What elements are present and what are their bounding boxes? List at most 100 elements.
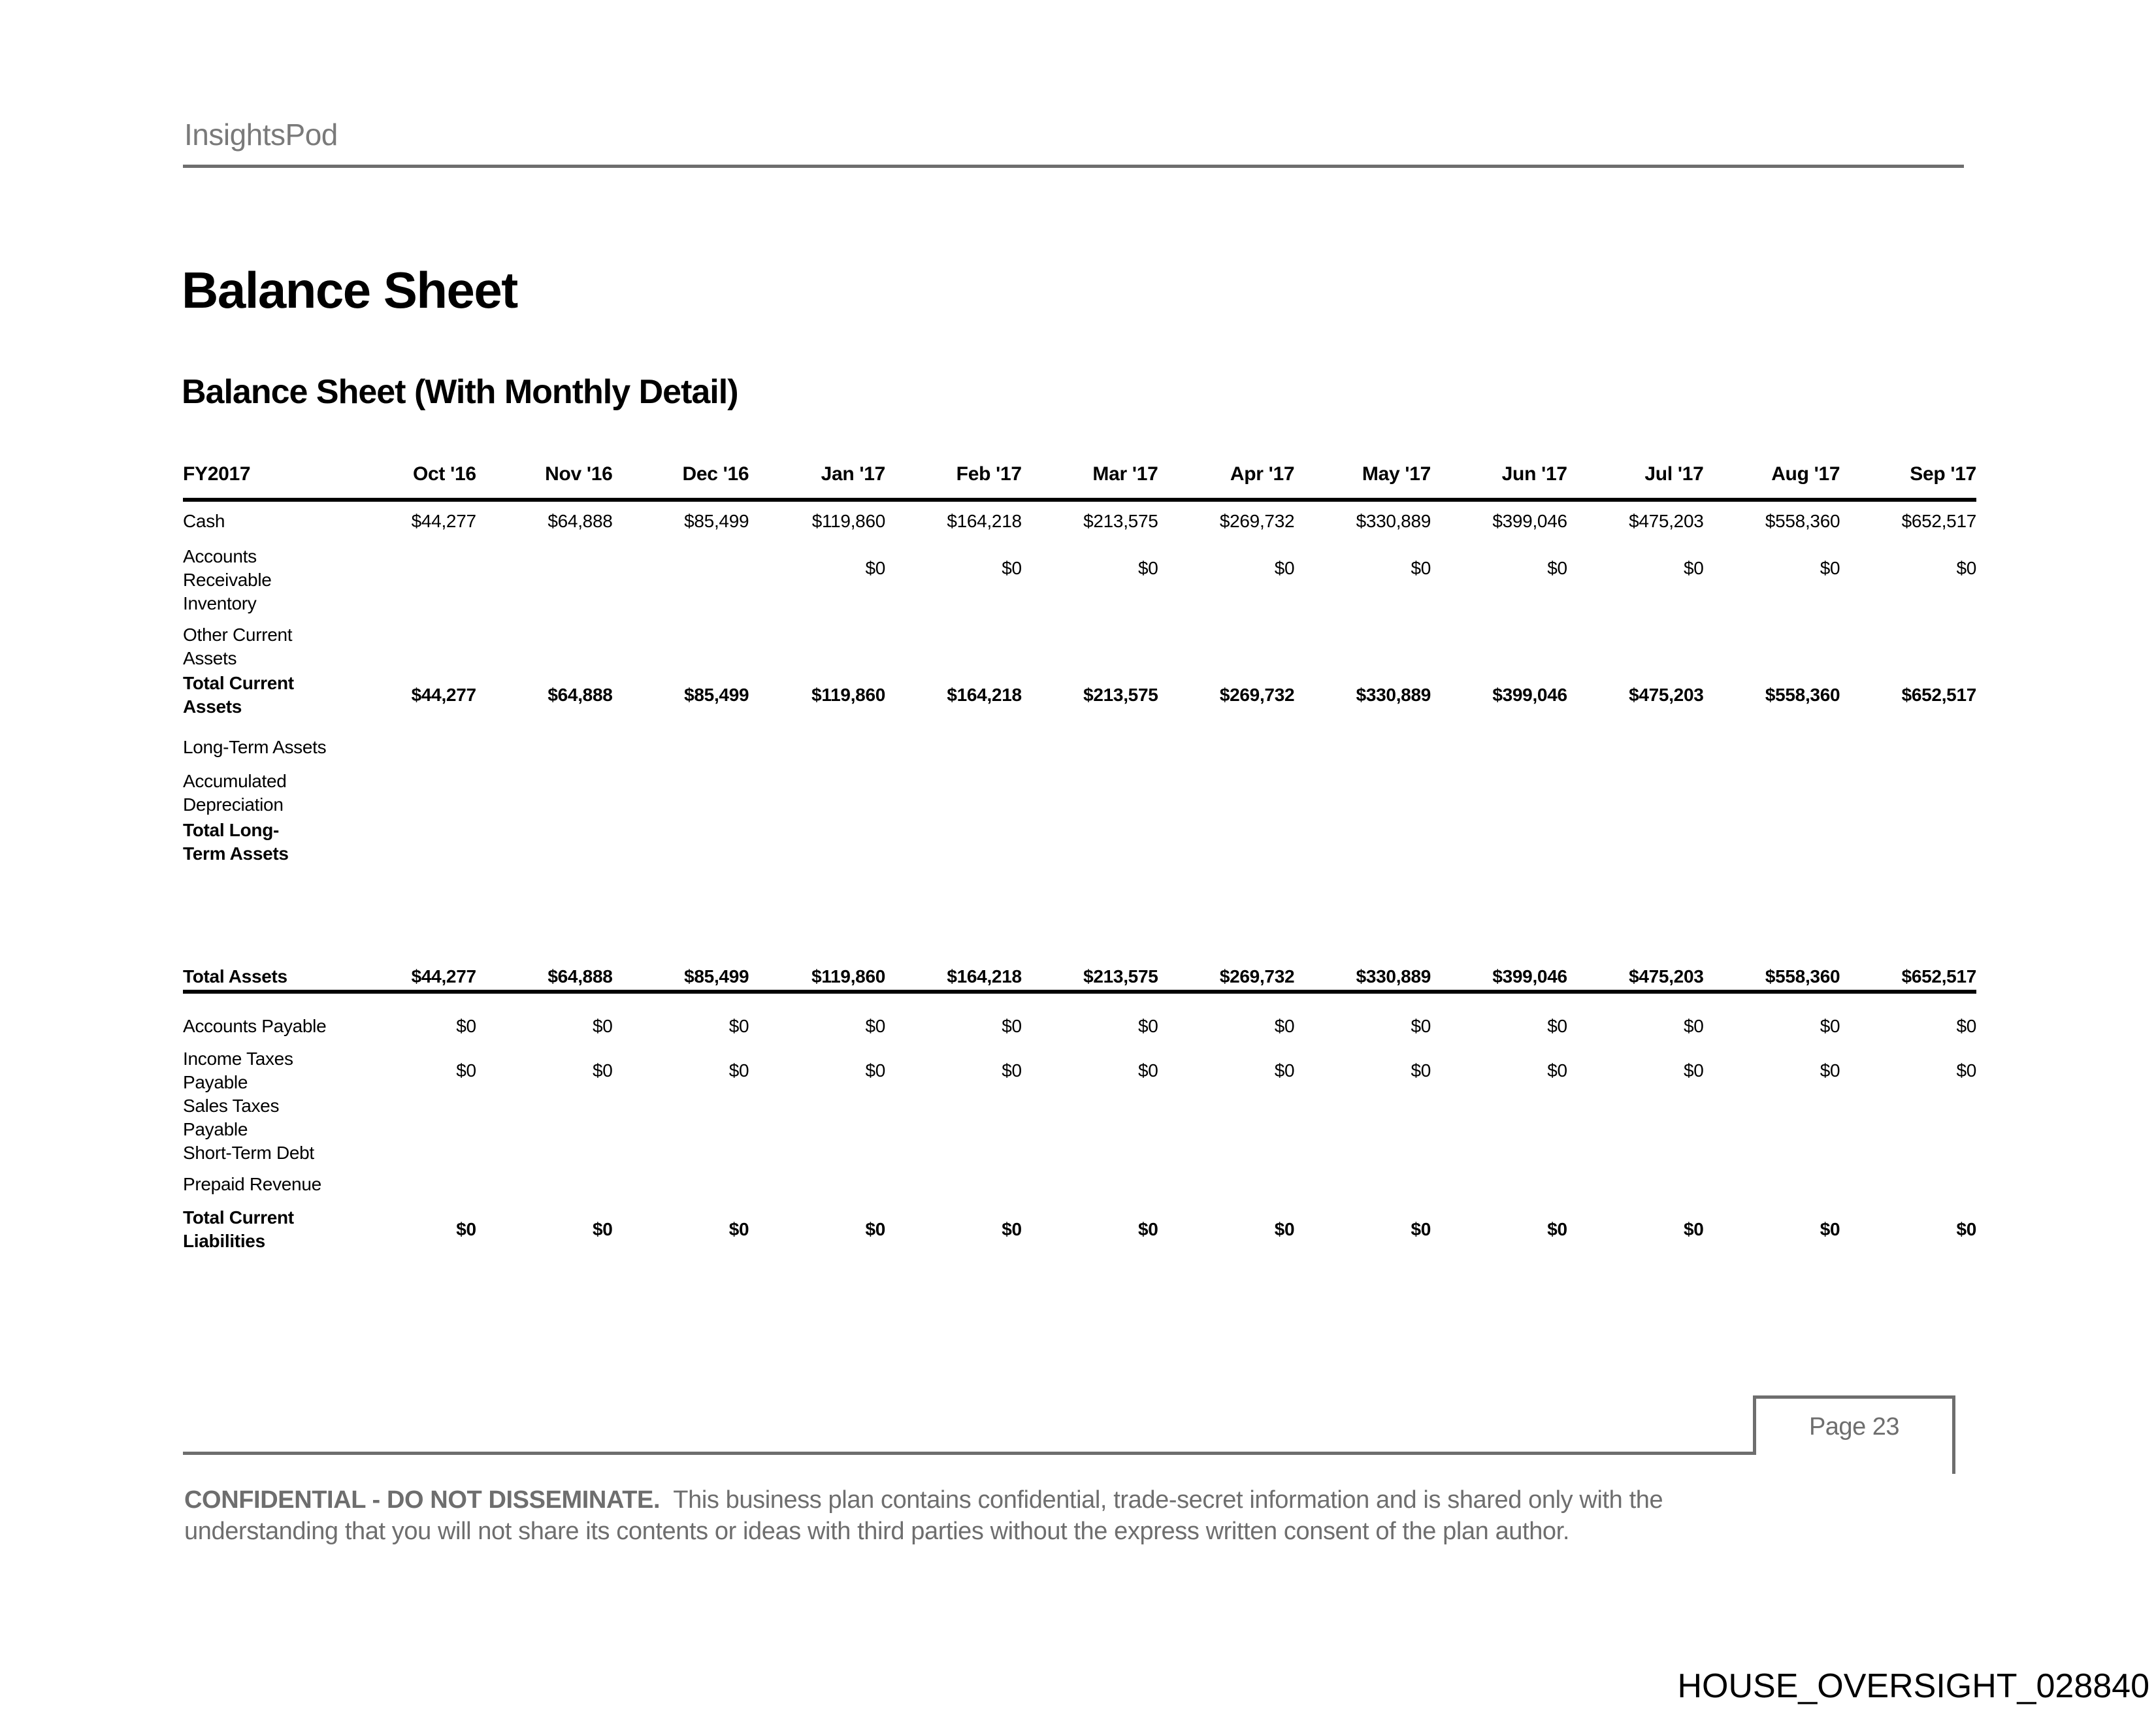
cell-value bbox=[1567, 1171, 1704, 1204]
cell-value: $269,732 bbox=[1158, 964, 1295, 994]
row-label: Total Current Liabilities bbox=[183, 1207, 294, 1251]
cell-value bbox=[1704, 1094, 1840, 1141]
table-header-row: FY2017 Oct '16 Nov '16 Dec '16 Jan '17 Feb '… bbox=[183, 459, 1976, 502]
cell-value bbox=[340, 622, 476, 670]
cell-value: $0 bbox=[1274, 558, 1295, 578]
cell-value: $0 bbox=[1820, 1219, 1840, 1239]
month-column-header: Dec '16 bbox=[612, 459, 749, 502]
cell-value bbox=[1431, 734, 1567, 768]
cell-value bbox=[1294, 817, 1431, 866]
cell-value: $0 bbox=[1956, 558, 1976, 578]
cell-value bbox=[885, 768, 1022, 817]
cell-value: $330,889 bbox=[1294, 964, 1431, 994]
brand-logo-text: InsightsPod bbox=[184, 118, 338, 152]
cell-value: $0 bbox=[1820, 558, 1840, 578]
cell-value bbox=[749, 622, 885, 670]
cell-value bbox=[476, 542, 613, 592]
month-column-header: Mar '17 bbox=[1021, 459, 1158, 502]
cell-value: $0 bbox=[1683, 1219, 1704, 1239]
cell-value: $0 bbox=[1002, 1016, 1022, 1036]
cell-value bbox=[1294, 1141, 1431, 1171]
cell-value bbox=[1294, 622, 1431, 670]
cell-value bbox=[1567, 734, 1704, 768]
confidential-notice-line2: understanding that you will not share it… bbox=[184, 1518, 1569, 1545]
row-label: Sales Taxes Payable bbox=[183, 1096, 280, 1139]
cell-value: $0 bbox=[1411, 1016, 1431, 1036]
cell-value: $0 bbox=[456, 1219, 476, 1239]
month-column-header: Jun '17 bbox=[1431, 459, 1567, 502]
month-column-header: Sep '17 bbox=[1840, 459, 1976, 502]
cell-value: $558,360 bbox=[1703, 964, 1840, 994]
row-label: Total Assets bbox=[183, 964, 340, 994]
cell-value: $399,046 bbox=[1431, 964, 1567, 994]
cell-value: $0 bbox=[456, 1060, 476, 1081]
cell-value bbox=[340, 592, 476, 622]
cell-value bbox=[1704, 622, 1840, 670]
row-label: Income Taxes Payable bbox=[183, 1049, 293, 1092]
cell-value: $213,575 bbox=[1083, 685, 1158, 705]
cell-value bbox=[476, 1094, 613, 1141]
row-label: Total Current Assets bbox=[183, 673, 294, 717]
header-divider bbox=[183, 165, 1964, 168]
cell-value bbox=[1840, 1171, 1976, 1204]
cell-value: $0 bbox=[1956, 1060, 1976, 1081]
cell-value bbox=[1431, 817, 1567, 866]
table-row: Other Current Assets bbox=[183, 622, 1976, 670]
cell-value: $330,889 bbox=[1356, 511, 1431, 531]
confidential-notice-line1: This business plan contains confidential… bbox=[673, 1486, 1663, 1514]
cell-value bbox=[1704, 1171, 1840, 1204]
cell-value bbox=[1158, 734, 1295, 768]
month-column-header: Aug '17 bbox=[1703, 459, 1840, 502]
cell-value: $0 bbox=[1547, 1060, 1567, 1081]
cell-value bbox=[1704, 1141, 1840, 1171]
cell-value bbox=[613, 1094, 749, 1141]
cell-value bbox=[885, 1171, 1022, 1204]
cell-value: $0 bbox=[1683, 1060, 1704, 1081]
cell-value: $0 bbox=[1274, 1219, 1295, 1239]
balance-sheet-table: FY2017 Oct '16 Nov '16 Dec '16 Jan '17 Feb '… bbox=[183, 459, 1976, 1253]
cell-value bbox=[340, 542, 476, 592]
cell-value bbox=[613, 622, 749, 670]
cell-value bbox=[340, 768, 476, 817]
month-column-header: Nov '16 bbox=[476, 459, 613, 502]
cell-value bbox=[749, 817, 885, 866]
cell-value bbox=[1158, 768, 1295, 817]
cell-value bbox=[1840, 592, 1976, 622]
cell-value: $119,860 bbox=[811, 511, 886, 531]
month-column-header: Apr '17 bbox=[1158, 459, 1295, 502]
cell-value: $119,860 bbox=[749, 964, 885, 994]
table-row: Accounts Receivable $0 $0 $0 $0 $0 $0 $0 $0 $0 bbox=[183, 542, 1976, 592]
cell-value bbox=[340, 734, 476, 768]
cell-value bbox=[476, 768, 613, 817]
cell-value bbox=[476, 592, 613, 622]
cell-value bbox=[340, 817, 476, 866]
cell-value: $0 bbox=[1411, 1060, 1431, 1081]
cell-value: $0 bbox=[728, 1219, 749, 1239]
cell-value: $652,517 bbox=[1840, 964, 1976, 994]
row-label: Cash bbox=[183, 511, 225, 531]
cell-value: $475,203 bbox=[1629, 685, 1704, 705]
cell-value: $0 bbox=[1411, 1219, 1431, 1239]
cell-value bbox=[1158, 1094, 1295, 1141]
month-column-header: Oct '16 bbox=[340, 459, 476, 502]
cell-value bbox=[1567, 768, 1704, 817]
month-column-header: Feb '17 bbox=[885, 459, 1022, 502]
cell-value: $0 bbox=[1137, 558, 1158, 578]
cell-value bbox=[1431, 622, 1567, 670]
footer-divider bbox=[183, 1452, 1753, 1455]
cell-value: $164,218 bbox=[885, 964, 1022, 994]
cell-value: $399,046 bbox=[1492, 685, 1567, 705]
cell-value bbox=[476, 734, 613, 768]
cell-value bbox=[613, 1171, 749, 1204]
cell-value: $0 bbox=[865, 558, 885, 578]
cell-value: $0 bbox=[1137, 1016, 1158, 1036]
cell-value bbox=[340, 1141, 476, 1171]
cell-value: $0 bbox=[1002, 1219, 1022, 1239]
cell-value bbox=[1022, 592, 1158, 622]
cell-value: $44,277 bbox=[340, 964, 476, 994]
cell-value: $0 bbox=[1683, 1016, 1704, 1036]
month-column-header: Jul '17 bbox=[1567, 459, 1704, 502]
table-row: Cash $44,277 $64,888 $85,499 $119,860 $164,21… bbox=[183, 500, 1976, 542]
cell-value: $0 bbox=[1002, 558, 1022, 578]
